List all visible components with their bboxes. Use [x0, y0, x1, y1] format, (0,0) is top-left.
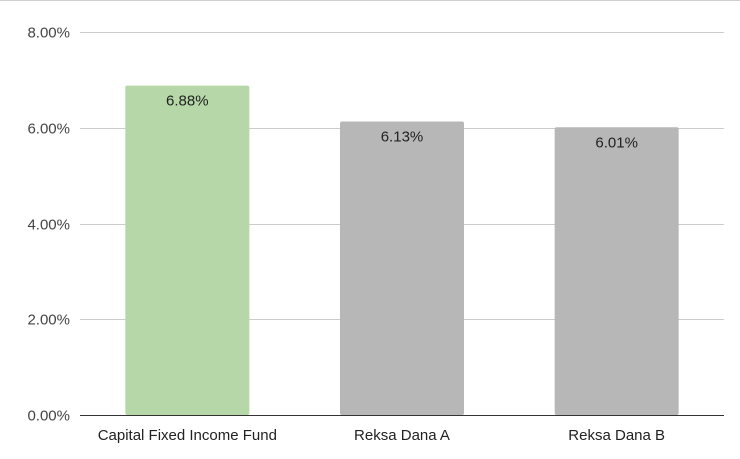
y-tick-label: 2.00% — [27, 312, 70, 329]
data-label: 6.01% — [595, 134, 638, 151]
data-label: 6.88% — [166, 93, 209, 110]
x-tick-label: Capital Fixed Income Fund — [98, 427, 277, 444]
x-tick-label: Reksa Dana B — [568, 427, 665, 444]
y-tick-label: 0.00% — [27, 408, 70, 425]
y-tick-label: 6.00% — [27, 121, 70, 138]
bar — [125, 85, 250, 416]
x-tick-label: Reksa Dana A — [354, 427, 450, 444]
bars — [125, 85, 679, 416]
bar — [340, 121, 464, 416]
y-axis-ticks: 0.00% 2.00% 4.00% 6.00% 8.00% — [27, 25, 70, 425]
bar — [554, 127, 679, 416]
data-labels: 6.88% 6.13% 6.01% — [166, 93, 638, 152]
y-tick-label: 4.00% — [27, 217, 70, 234]
x-axis-ticks: Capital Fixed Income Fund Reksa Dana A Rek… — [98, 427, 665, 444]
y-tick-label: 8.00% — [27, 25, 70, 42]
data-label: 6.13% — [381, 129, 424, 146]
